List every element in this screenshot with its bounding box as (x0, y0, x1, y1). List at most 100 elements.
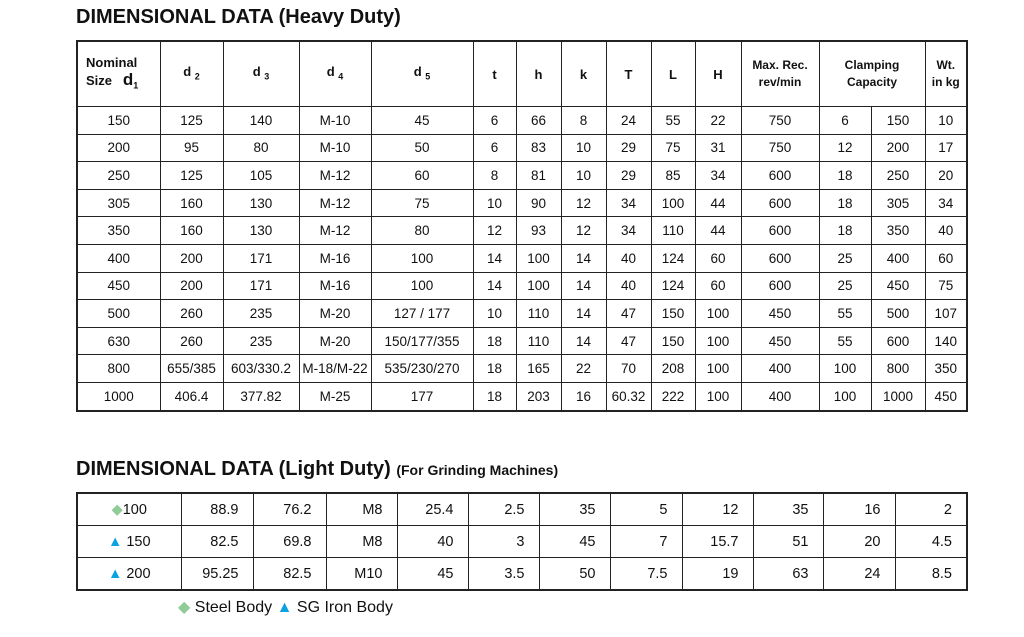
table-cell: 600 (740, 161, 820, 190)
table-cell: ▲ 150 (76, 525, 182, 558)
table-cell: M-12 (298, 161, 372, 190)
diamond-icon: ◆ (111, 501, 123, 518)
table-cell: 235 (222, 326, 300, 356)
table-cell: M-10 (298, 106, 372, 135)
table-cell: 107 (924, 299, 968, 328)
table-cell: 350 (870, 216, 926, 245)
table-cell: 140 (222, 106, 300, 135)
table-cell: 100 (694, 381, 742, 412)
table-cell: 150 (650, 299, 696, 328)
table-cell: 200 (159, 243, 224, 273)
light-duty-subtitle: (For Grinding Machines) (396, 462, 559, 478)
table-cell: 40 (396, 525, 469, 558)
table-cell: 2 (894, 492, 968, 526)
table-cell: 100 (370, 243, 474, 273)
table-cell: 130 (222, 188, 300, 218)
table-cell: 80 (222, 133, 300, 163)
table-cell: 235 (222, 299, 300, 328)
table-cell: 150 (76, 106, 161, 135)
table-cell: 100 (694, 354, 742, 383)
table-cell: 6 (472, 106, 517, 135)
table-cell: 60 (924, 243, 968, 273)
light-duty-table: ◆100 88.9 76.2 M8 25.4 2.5 35 5 12 35 16 2 ▲ 150 82.5… (76, 492, 968, 591)
table-cell: 600 (870, 326, 926, 356)
table-cell: 24 (822, 557, 896, 591)
table-cell: 18 (818, 188, 872, 218)
header-H: H (694, 40, 742, 107)
table-cell: 47 (605, 299, 652, 328)
table-cell: 350 (924, 354, 968, 383)
table-cell: 10 (924, 106, 968, 135)
table-cell: 12 (818, 133, 872, 163)
table-cell: 10 (472, 299, 517, 328)
table-cell: 12 (560, 216, 607, 245)
light-duty-title: DIMENSIONAL DATA (Light Duty) (For Grind… (76, 458, 559, 480)
table-cell: 406.4 (159, 381, 224, 412)
table-cell: 150 (650, 326, 696, 356)
table-cell: 55 (818, 299, 872, 328)
table-cell: 25.4 (396, 492, 469, 526)
table-cell: 34 (605, 216, 652, 245)
table-cell: 50 (370, 133, 474, 163)
table-row: 800 655/385 603/330.2 M-18/M-22 535/230/270 1… (76, 354, 968, 383)
table-cell: 12 (681, 492, 754, 526)
table-cell: 110 (515, 326, 562, 356)
table-row: ◆100 88.9 76.2 M8 25.4 2.5 35 5 12 35 16 2 (76, 492, 968, 526)
table-cell: 12 (560, 188, 607, 218)
table-cell: 18 (472, 354, 517, 383)
table-cell: 5 (609, 492, 683, 526)
table-cell: 18 (818, 216, 872, 245)
table-cell: 171 (222, 243, 300, 273)
table-cell: 24 (605, 106, 652, 135)
table-cell: 8.5 (894, 557, 968, 591)
header-T: T (605, 40, 652, 107)
table-row: 250 125 105 M-12 60 8 81 10 29 85 34 600 18 250 20 (76, 161, 968, 190)
table-cell: 34 (924, 188, 968, 218)
table-row: 630 260 235 M-20 150/177/355 18 110 14 47 150 100 4… (76, 326, 968, 356)
table-cell: 171 (222, 271, 300, 301)
table-cell: 150/177/355 (370, 326, 474, 356)
table-cell: 66 (515, 106, 562, 135)
table-row: ▲ 200 95.25 82.5 M10 45 3.5 50 7.5 19 63 24 8.5 (76, 557, 968, 591)
header-row: Nominal Size d1 d 2 d 3 d 4 d 5 t h k T L… (76, 40, 968, 107)
table-cell: 450 (870, 271, 926, 301)
table-cell: 18 (472, 326, 517, 356)
legend-steel-body: Steel Body (194, 599, 273, 616)
triangle-icon: ▲ (276, 599, 293, 616)
table-cell: 260 (159, 326, 224, 356)
heavy-duty-title: DIMENSIONAL DATA (Heavy Duty) (76, 6, 401, 28)
table-cell: 95 (159, 133, 224, 163)
nominal-size: 100 (122, 501, 147, 518)
table-cell: 88.9 (180, 492, 254, 526)
table-cell: 14 (472, 243, 517, 273)
table-cell: 34 (694, 161, 742, 190)
table-cell: 35 (752, 492, 824, 526)
table-cell: 750 (740, 106, 820, 135)
table-cell: 45 (396, 557, 469, 591)
table-cell: 400 (870, 243, 926, 273)
table-cell: 19 (681, 557, 754, 591)
nominal-size: 150 (126, 533, 151, 550)
header-weight: Wt. in kg (924, 40, 968, 107)
table-cell: 124 (650, 243, 696, 273)
table-cell: 450 (740, 299, 820, 328)
triangle-icon: ▲ (107, 533, 127, 550)
table-cell: 400 (740, 381, 820, 412)
table-cell: 14 (560, 271, 607, 301)
table-cell: 600 (740, 216, 820, 245)
table-cell: 800 (76, 354, 161, 383)
table-cell: 250 (870, 161, 926, 190)
header-L: L (650, 40, 696, 107)
table-cell: 14 (560, 243, 607, 273)
table-cell: 100 (515, 243, 562, 273)
table-cell: 203 (515, 381, 562, 412)
table-row: ▲ 150 82.5 69.8 M8 40 3 45 7 15.7 51 20 4.5 (76, 525, 968, 558)
table-cell: 140 (924, 326, 968, 356)
table-cell: 40 (605, 243, 652, 273)
table-cell: 31 (694, 133, 742, 163)
table-row: 305 160 130 M-12 75 10 90 12 34 100 44 600 18 305 34 (76, 188, 968, 218)
table-cell: 7.5 (609, 557, 683, 591)
table-cell: 6 (472, 133, 517, 163)
table-cell: 75 (924, 271, 968, 301)
table-cell: 250 (76, 161, 161, 190)
